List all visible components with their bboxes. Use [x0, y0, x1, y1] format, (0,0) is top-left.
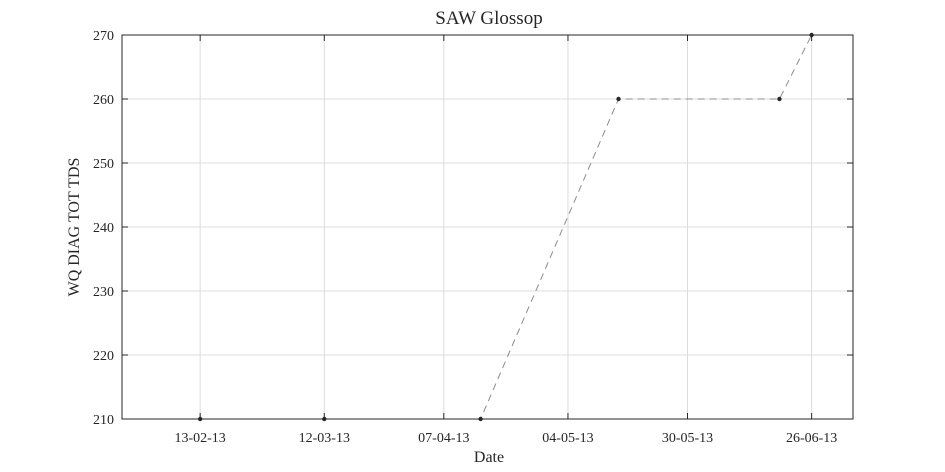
data-point — [777, 96, 782, 102]
x-tick-label: 26-06-13 — [786, 431, 837, 446]
x-axis-label: Date — [474, 449, 504, 466]
x-tick-label: 12-03-13 — [299, 431, 350, 446]
y-tick-label: 240 — [93, 221, 114, 236]
y-tick-label: 260 — [93, 93, 114, 108]
x-tick-label: 30-05-13 — [662, 431, 713, 446]
y-tick-label: 270 — [93, 29, 114, 44]
y-axis-label: WQ DIAG TOT TDS — [66, 158, 83, 297]
y-tick-label: 220 — [93, 349, 114, 364]
tick-layer: 210 220 230 240 250 260 270 13-02-13 12-03-13 07-… — [93, 29, 853, 446]
x-tick-label: 04-05-13 — [542, 431, 593, 446]
y-tick-label: 250 — [93, 157, 114, 172]
y-tick-label: 210 — [93, 413, 114, 428]
chart-title: SAW Glossop — [435, 8, 542, 29]
series-layer — [197, 32, 814, 422]
plot-frame — [121, 34, 854, 420]
y-tick-label: 230 — [93, 285, 114, 300]
data-point — [616, 96, 621, 102]
x-tick-label: 13-02-13 — [174, 431, 225, 446]
x-tick-label: 07-04-13 — [418, 431, 469, 446]
